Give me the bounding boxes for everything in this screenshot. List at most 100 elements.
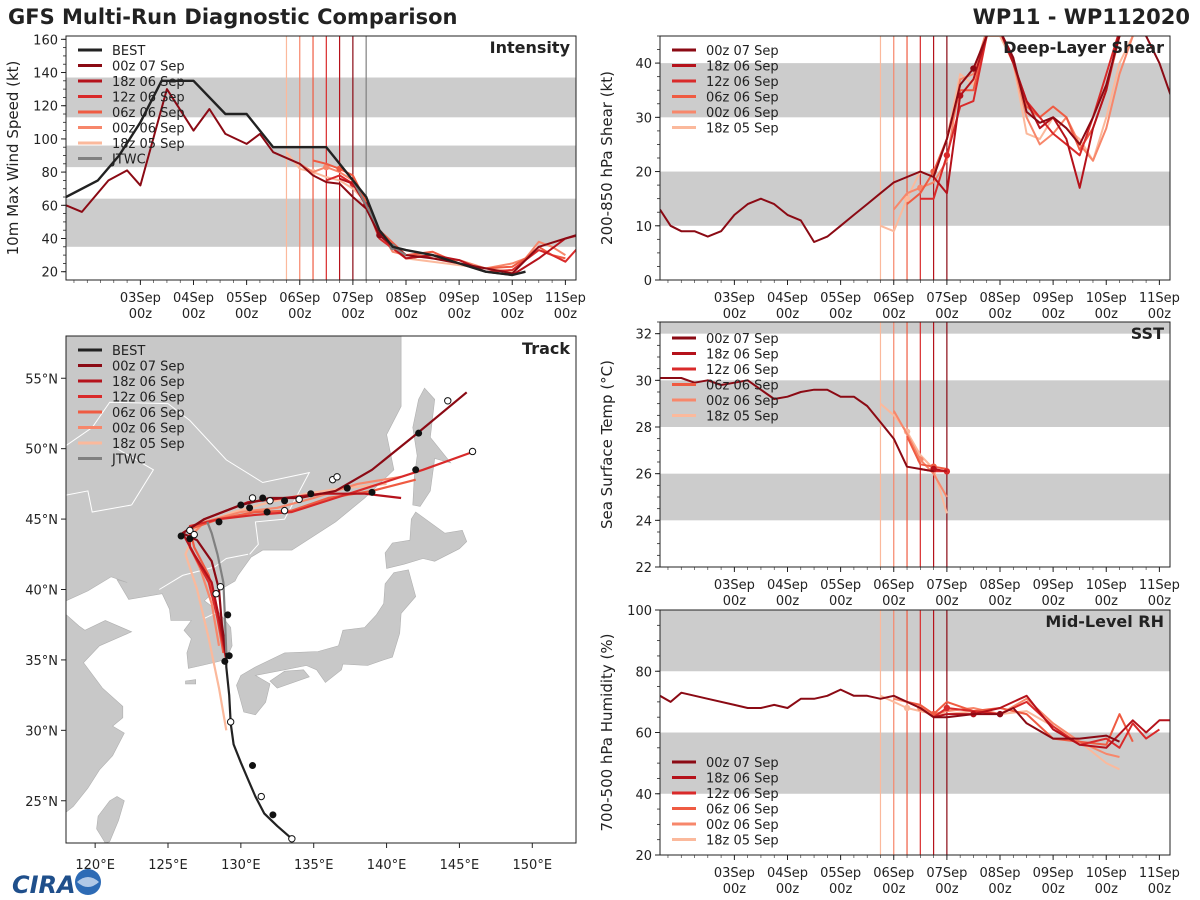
sst-ytick-label: 28 (635, 421, 652, 436)
track-marker-open (266, 497, 274, 505)
sst-series-06z-06-sep (906, 435, 948, 470)
border-inner-2 (116, 448, 155, 506)
rh-ytick-label: 40 (635, 788, 652, 803)
track-xtick-label: 125°E (148, 858, 188, 873)
shear-xtick-label-hour: 00z (935, 307, 959, 322)
track-xtick-label: 135°E (294, 858, 334, 873)
shear-ytick-label: 20 (635, 166, 652, 181)
sst-ytick-label: 26 (635, 468, 652, 483)
track-marker-open (216, 582, 225, 591)
jeju-landmass (185, 679, 196, 685)
rh-point-00z-07-sep (996, 710, 1004, 718)
track-marker-filled (263, 508, 271, 516)
rh-legend-label-18z-05-sep: 18z 05 Sep (706, 834, 779, 849)
shear-xtick-label-date: 07Sep (926, 291, 967, 306)
sst-xtick-label-date: 03Sep (714, 578, 755, 593)
sst-xtick-label-date: 05Sep (820, 578, 861, 593)
shear-xtick-label-date: 04Sep (767, 291, 808, 306)
shear-xtick-label-date: 08Sep (979, 291, 1020, 306)
rh-xtick-label-date: 06Sep (873, 866, 914, 881)
rh-ylabel: 700-500 hPa Humidity (%) (598, 633, 616, 831)
sst-xtick-label-date: 07Sep (926, 578, 967, 593)
track-marker-open (212, 590, 220, 598)
track-ytick-label: 40°N (25, 584, 58, 599)
intensity-legend-label-12z-06-sep: 12z 06 Sep (112, 91, 185, 106)
rh-ytick-label: 80 (635, 665, 652, 680)
track-ytick-label: 50°N (25, 443, 58, 458)
sst-xtick-label-date: 10Sep (1086, 578, 1127, 593)
track-marker-filled (412, 466, 420, 474)
sst-legend-label-00z-07-sep: 00z 07 Sep (706, 332, 779, 347)
track-marker-open (257, 792, 265, 801)
intensity-ytick-label: 140 (33, 67, 58, 82)
shear-legend-label-18z-05-sep: 18z 05 Sep (706, 122, 779, 137)
rh-ytick-label: 100 (627, 604, 652, 619)
sst-plot-area (660, 322, 1170, 567)
rh-xtick-label-date: 08Sep (979, 866, 1020, 881)
sst-title: SST (1131, 324, 1164, 343)
rh-xtick-label-date: 03Sep (714, 866, 755, 881)
intensity-legend-label-00z-07-sep: 00z 07 Sep (112, 60, 185, 75)
sst-xtick-label-hour: 00z (935, 594, 959, 609)
border-china-russia (66, 401, 311, 555)
japan-honshu-landmass (236, 569, 417, 716)
shear-point-12z-06-sep (943, 152, 951, 159)
intensity-xtick-label-hour: 00z (129, 307, 153, 322)
shear-xtick-label-hour: 00z (829, 307, 853, 322)
track-ytick-label: 25°N (25, 795, 58, 810)
sst-xtick-label-hour: 00z (988, 594, 1012, 609)
track-xtick-label: 150°E (513, 858, 553, 873)
track-legend-label-12z-06-sep: 12z 06 Sep (112, 391, 185, 406)
track-legend-label-18z-05-sep: 18z 05 Sep (112, 437, 185, 452)
rh-xtick-label-date: 10Sep (1086, 866, 1127, 881)
intensity-point-00z-06-sep (323, 163, 330, 171)
track-ytick-label: 45°N (25, 513, 58, 528)
shear-panel: 01020304003Sep00z04Sep00z05Sep00z06Sep00… (598, 35, 1180, 322)
sst-legend-label-06z-06-sep: 06z 06 Sep (706, 379, 779, 394)
intensity-series-00z-07-sep (66, 88, 576, 275)
track-legend-label-00z-07-sep: 00z 07 Sep (112, 360, 185, 375)
intensity-ytick-label: 60 (41, 199, 58, 214)
track-marker-filled (281, 497, 289, 505)
track-marker-open (190, 530, 198, 539)
intensity-xtick-label-date: 11Sep (545, 291, 586, 306)
intensity-legend-label-jtwc: JTWC (111, 153, 146, 168)
sst-series-00z-07-sep (660, 377, 934, 473)
intensity-xtick-label-date: 03Sep (120, 291, 161, 306)
track-marker-open (444, 397, 452, 405)
border-china-korea (159, 553, 249, 590)
track-marker-open (333, 473, 341, 481)
shear-xtick-label-hour: 00z (1041, 307, 1065, 322)
rh-legend-label-06z-06-sep: 06z 06 Sep (706, 803, 779, 818)
shear-ytick-label: 30 (635, 111, 652, 126)
sst-xtick-label-hour: 00z (723, 594, 747, 609)
rh-legend-label-00z-07-sep: 00z 07 Sep (706, 756, 779, 771)
track-xtick-label: 120°E (75, 858, 115, 873)
shear-ytick-label: 0 (644, 274, 652, 289)
intensity-ytick-label: 20 (41, 266, 58, 281)
rh-ytick-label: 60 (635, 727, 652, 742)
storm-id: WP11 - WP112020 (973, 5, 1190, 29)
shear-legend-label-00z-06-sep: 00z 06 Sep (706, 106, 779, 121)
sst-band-1 (660, 380, 1170, 427)
intensity-xtick-label-hour: 00z (182, 307, 206, 322)
rh-xtick-label-hour: 00z (1095, 882, 1119, 897)
track-legend-label-jtwc: JTWC (111, 453, 146, 468)
track-marker-filled (269, 811, 277, 819)
sst-band-2 (660, 322, 1170, 334)
intensity-ytick-label: 160 (33, 33, 58, 48)
intensity-xtick-label-date: 05Sep (226, 291, 267, 306)
sst-xtick-label-hour: 00z (1041, 594, 1065, 609)
intensity-legend-label-18z-05-sep: 18z 05 Sep (112, 137, 185, 152)
intensity-xtick-label-hour: 00z (235, 307, 259, 322)
intensity-legend-label-18z-06-sep: 18z 06 Sep (112, 75, 185, 90)
figure-title: GFS Multi-Run Diagnostic Comparison (8, 5, 457, 29)
rh-xtick-label-date: 04Sep (767, 866, 808, 881)
track-marker-filled (224, 611, 232, 619)
rh-xtick-label-date: 09Sep (1033, 866, 1074, 881)
intensity-xtick-label-date: 08Sep (385, 291, 426, 306)
shear-series-18z-06-sep (932, 36, 1120, 195)
intensity-xtick-label-date: 09Sep (439, 291, 480, 306)
rh-xtick-label-date: 07Sep (926, 866, 967, 881)
